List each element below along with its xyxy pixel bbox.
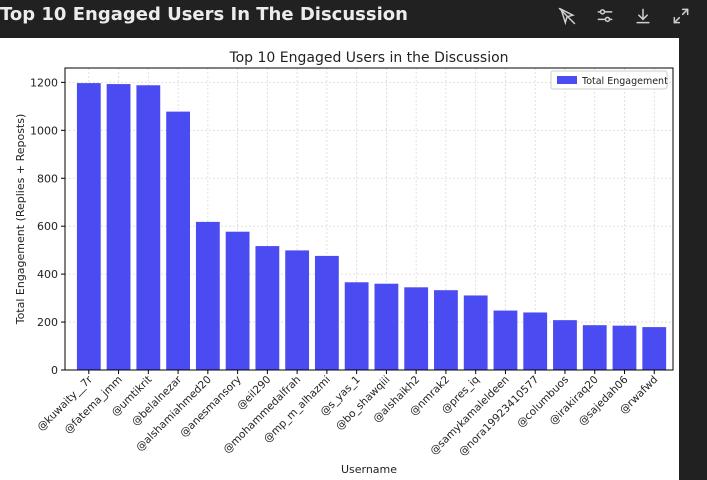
bar — [612, 325, 637, 370]
sliders-icon — [597, 9, 613, 23]
y-tick-label: 800 — [37, 172, 58, 185]
bar — [136, 85, 161, 370]
bar — [642, 327, 667, 370]
chart-settings-button[interactable] — [593, 4, 617, 28]
download-button[interactable] — [631, 4, 655, 28]
chart-panel: 0 200 400 600 800 1000 1200 @kuwaity__7r @fatema… — [0, 38, 679, 480]
bar — [553, 320, 577, 370]
bar — [463, 295, 488, 370]
legend-label: Total Engagement — [581, 76, 668, 87]
bar — [582, 325, 607, 370]
bar — [195, 221, 220, 370]
hide-chart-button[interactable] — [555, 4, 579, 28]
y-tick-label: 200 — [37, 316, 58, 329]
y-axis-label: Total Engagement (Replies + Reposts) — [14, 114, 27, 326]
x-axis-label: Username — [341, 463, 397, 476]
hide-chart-icon — [558, 7, 576, 26]
y-tick-label: 1200 — [30, 76, 58, 89]
bar-chart: 020040060080010001200@kuwaity__7r@fatema… — [14, 50, 674, 476]
bar — [314, 255, 339, 370]
chart-toolbar — [555, 4, 693, 28]
bar — [404, 287, 429, 370]
expand-button[interactable] — [669, 4, 693, 28]
chart-title: Top 10 Engaged Users in the Discussion — [228, 50, 508, 66]
download-icon — [636, 8, 650, 24]
legend-swatch — [557, 76, 577, 84]
y-tick-label: 600 — [37, 220, 58, 233]
bar — [76, 83, 101, 370]
bar — [106, 84, 131, 371]
plot-frame — [64, 67, 674, 371]
y-tick-label: 400 — [37, 268, 58, 281]
expand-icon — [673, 8, 689, 24]
scrollbar-area — [679, 38, 707, 480]
bar — [285, 250, 310, 370]
bar — [166, 111, 190, 370]
bar — [225, 231, 250, 370]
legend-box — [550, 70, 668, 90]
bar — [374, 283, 399, 370]
bar — [434, 290, 458, 370]
bar — [255, 246, 280, 370]
y-tick-label: 0 — [51, 364, 58, 377]
chart-header: Top 10 Engaged Users In The Discussion — [0, 0, 707, 32]
y-tick-label: 1000 — [30, 124, 58, 137]
bar — [523, 312, 548, 370]
bar — [493, 310, 518, 370]
page-title: Top 10 Engaged Users In The Discussion — [0, 4, 408, 25]
bar — [344, 282, 369, 370]
